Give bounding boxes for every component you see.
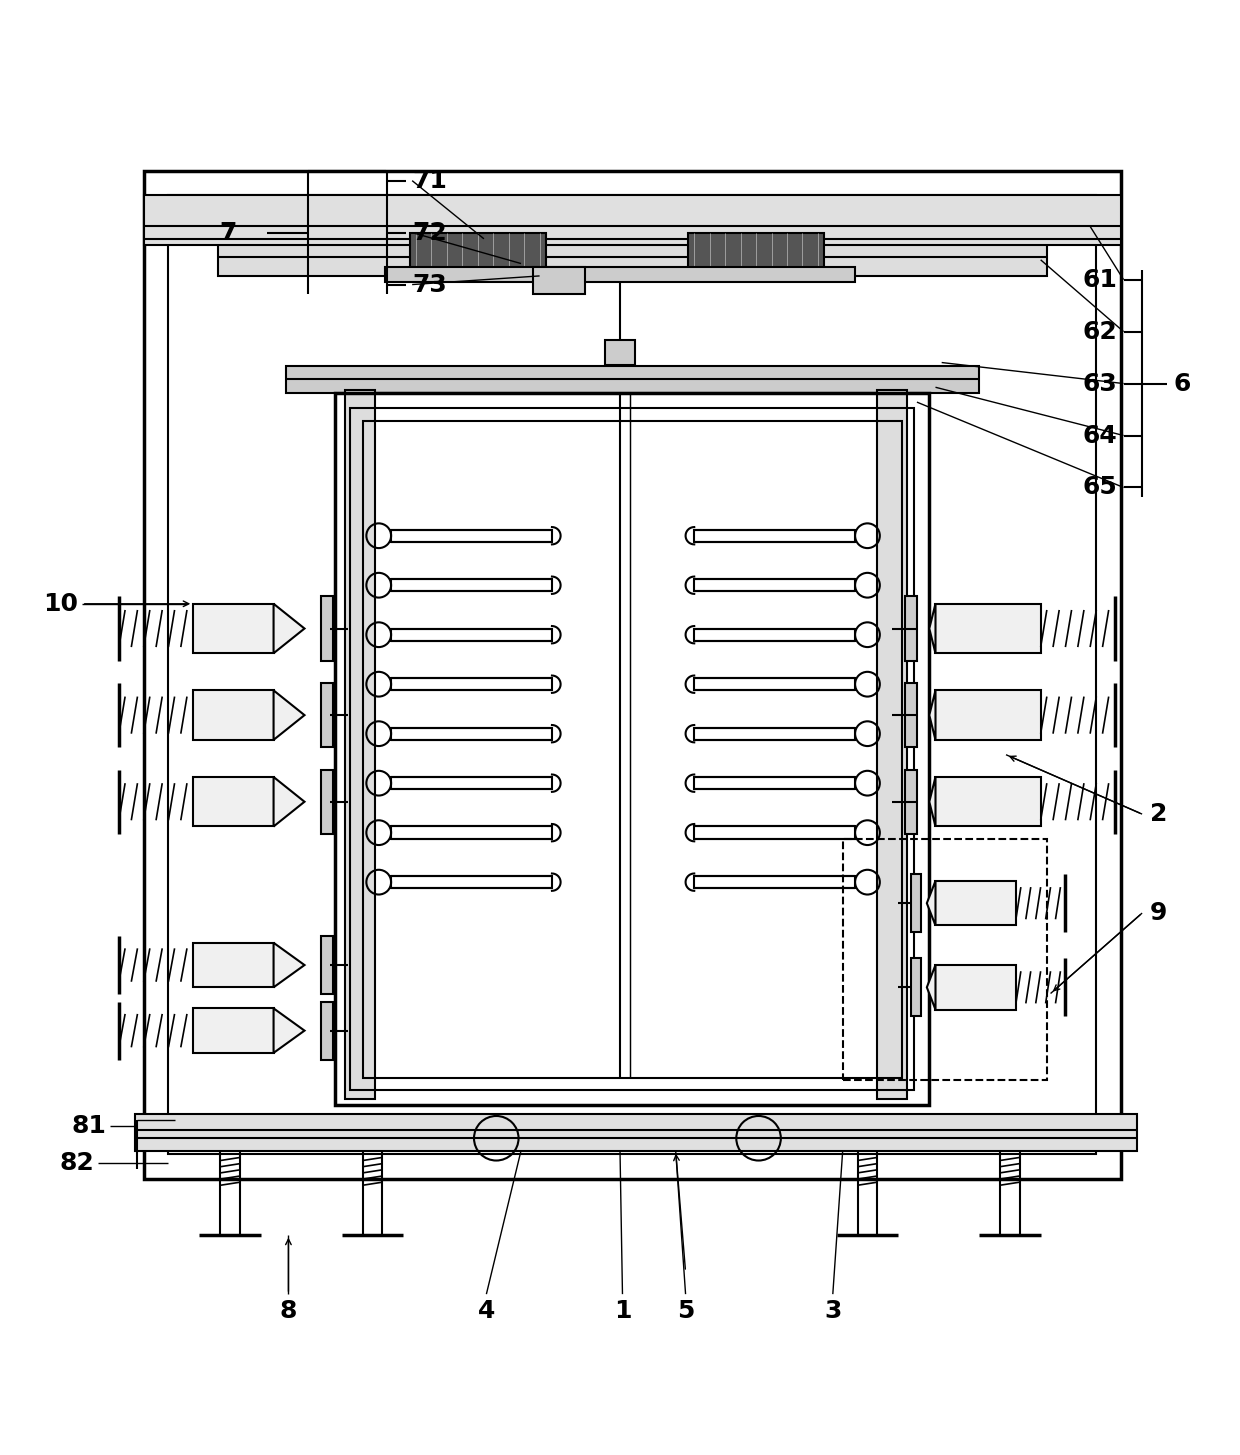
- Bar: [694, 629, 856, 640]
- Text: 61: 61: [1083, 268, 1117, 291]
- Bar: [694, 826, 856, 840]
- Text: 64: 64: [1083, 423, 1117, 448]
- Bar: [362, 420, 901, 1078]
- Bar: [391, 826, 552, 840]
- Bar: [694, 876, 856, 889]
- Bar: [193, 943, 274, 988]
- Polygon shape: [274, 943, 305, 988]
- Bar: [336, 393, 929, 1104]
- Bar: [910, 959, 920, 1016]
- Bar: [384, 268, 856, 282]
- Bar: [935, 604, 1040, 653]
- Bar: [350, 409, 914, 1090]
- Bar: [910, 874, 920, 933]
- Bar: [391, 777, 552, 790]
- Text: 7: 7: [219, 221, 237, 244]
- Polygon shape: [929, 604, 935, 653]
- Text: 62: 62: [1083, 320, 1117, 343]
- Bar: [321, 597, 334, 661]
- Text: 65: 65: [1083, 476, 1117, 499]
- Text: 2: 2: [1149, 802, 1167, 826]
- Bar: [935, 690, 1040, 741]
- Bar: [935, 880, 1016, 925]
- Bar: [533, 268, 585, 294]
- Polygon shape: [926, 965, 935, 1010]
- Bar: [321, 682, 334, 748]
- Bar: [286, 367, 978, 393]
- Text: 82: 82: [60, 1151, 94, 1176]
- Bar: [391, 728, 552, 741]
- Bar: [904, 770, 916, 834]
- Polygon shape: [274, 1008, 305, 1053]
- Text: 81: 81: [72, 1115, 107, 1138]
- Bar: [391, 579, 552, 591]
- Polygon shape: [274, 777, 305, 826]
- Bar: [193, 777, 274, 826]
- Bar: [391, 876, 552, 889]
- Bar: [694, 777, 856, 790]
- Bar: [878, 390, 906, 1099]
- Bar: [169, 195, 1096, 1154]
- Bar: [193, 690, 274, 741]
- Bar: [193, 604, 274, 653]
- Bar: [391, 629, 552, 640]
- Bar: [904, 682, 916, 748]
- Bar: [193, 1008, 274, 1053]
- Bar: [688, 233, 825, 269]
- Text: 1: 1: [614, 1299, 631, 1324]
- Text: 4: 4: [477, 1299, 495, 1324]
- Bar: [409, 233, 546, 269]
- Bar: [321, 936, 334, 994]
- Bar: [391, 530, 552, 541]
- Bar: [144, 195, 1121, 244]
- Bar: [321, 1001, 334, 1059]
- Text: 5: 5: [677, 1299, 694, 1324]
- Bar: [218, 227, 1047, 276]
- Text: 9: 9: [1149, 901, 1167, 925]
- Bar: [935, 777, 1040, 826]
- Bar: [935, 965, 1016, 1010]
- Text: 8: 8: [280, 1299, 298, 1324]
- Text: 6: 6: [1173, 371, 1190, 396]
- Bar: [843, 840, 1047, 1080]
- Bar: [135, 1113, 1137, 1151]
- Text: 63: 63: [1083, 371, 1117, 396]
- Text: 10: 10: [43, 592, 78, 615]
- Bar: [345, 390, 374, 1099]
- Bar: [694, 579, 856, 591]
- Polygon shape: [929, 777, 935, 826]
- Bar: [144, 170, 1121, 1179]
- Text: 71: 71: [412, 169, 448, 192]
- Bar: [904, 597, 916, 661]
- Bar: [694, 728, 856, 741]
- Polygon shape: [274, 604, 305, 653]
- Text: 3: 3: [825, 1299, 842, 1324]
- Text: 73: 73: [412, 272, 446, 297]
- Polygon shape: [929, 690, 935, 741]
- Bar: [694, 530, 856, 541]
- Bar: [321, 770, 334, 834]
- Bar: [694, 678, 856, 690]
- Bar: [605, 340, 635, 365]
- Polygon shape: [926, 880, 935, 925]
- Polygon shape: [274, 690, 305, 741]
- Text: 72: 72: [412, 221, 446, 244]
- Bar: [391, 678, 552, 690]
